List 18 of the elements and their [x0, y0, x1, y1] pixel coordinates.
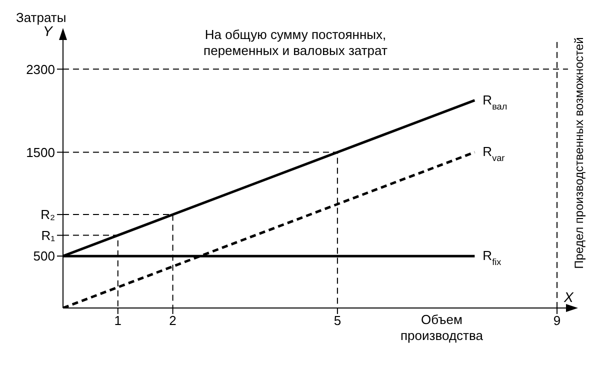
series-label: R$_{fix}$: [482, 248, 502, 268]
y-axis-title: Затраты: [16, 10, 66, 25]
x-tick-label: 1: [114, 313, 122, 328]
x-tick-label: 2: [169, 313, 176, 328]
annotation: X: [563, 289, 574, 305]
ref-line-label: Предел производственных возможностей: [572, 37, 586, 269]
series-label: R$_{var}$: [482, 144, 505, 164]
x-axis-title: Объем производства: [400, 312, 484, 343]
y-tick-label: 1500: [26, 144, 55, 160]
series-label: R$_{вал}$: [482, 92, 508, 112]
text: Y: [43, 23, 54, 39]
x-tick-label: 5: [334, 313, 342, 328]
y-tick-label: R₂: [40, 207, 55, 222]
x-tick-label: 9: [553, 313, 561, 328]
y-tick-label: 500: [33, 248, 55, 264]
ref-line-label: На общую сумму постоянных, переменных и валовых затрат: [204, 27, 388, 58]
y-tick-label: 2300: [26, 62, 55, 77]
y-tick-label: R₁: [41, 228, 56, 243]
